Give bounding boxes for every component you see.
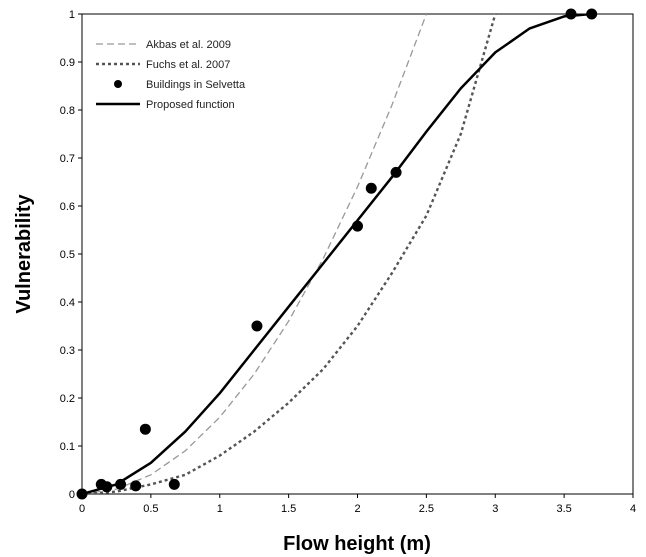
legend-label: Fuchs et al. 2007 (146, 59, 230, 71)
data-point (365, 182, 377, 194)
data-point (251, 320, 263, 332)
series-line (82, 14, 428, 494)
x-tick-label: 1.5 (281, 503, 296, 515)
data-point (130, 480, 142, 492)
x-tick-label: 1 (217, 503, 223, 515)
x-tick-label: 4 (630, 503, 636, 515)
x-tick-label: 0 (79, 503, 85, 515)
series-layer (76, 8, 598, 500)
legend-label: Buildings in Selvetta (146, 79, 246, 91)
x-tick-label: 2.5 (419, 503, 434, 515)
y-tick-label: 0.3 (60, 345, 75, 357)
legend: Akbas et al. 2009 Fuchs et al. 2007 Buildi… (96, 39, 246, 111)
x-axis-title: Flow height (m) (283, 533, 431, 555)
y-tick-label: 0.1 (60, 441, 75, 453)
y-tick-label: 0.8 (60, 105, 75, 117)
x-tick-label: 3 (492, 503, 498, 515)
tick-group: 0 0.5 1 1.5 2 2.5 3 3.5 4 0 0.1 0.2 0.3 0.4 0.5 0.6 0.7 0… (60, 9, 636, 515)
x-tick-label: 0.5 (143, 503, 158, 515)
y-tick-label: 0.2 (60, 393, 75, 405)
y-axis-title: Vulnerability (13, 193, 35, 313)
data-point (115, 478, 127, 490)
series-line (82, 14, 497, 494)
x-tick-label: 2 (354, 503, 360, 515)
y-tick-label: 0.5 (60, 249, 75, 261)
legend-label: Proposed function (146, 99, 235, 111)
y-tick-label: 1 (69, 9, 75, 21)
y-tick-label: 0 (69, 489, 75, 501)
data-point (565, 8, 577, 20)
legend-marker (114, 80, 122, 88)
y-tick-label: 0.6 (60, 201, 75, 213)
y-tick-label: 0.9 (60, 57, 75, 69)
data-point (139, 423, 151, 435)
x-tick-label: 3.5 (556, 503, 571, 515)
legend-label: Akbas et al. 2009 (146, 39, 231, 51)
y-tick-label: 0.4 (60, 297, 75, 309)
series-line (82, 14, 592, 494)
y-tick-label: 0.7 (60, 153, 75, 165)
data-point (168, 478, 180, 490)
